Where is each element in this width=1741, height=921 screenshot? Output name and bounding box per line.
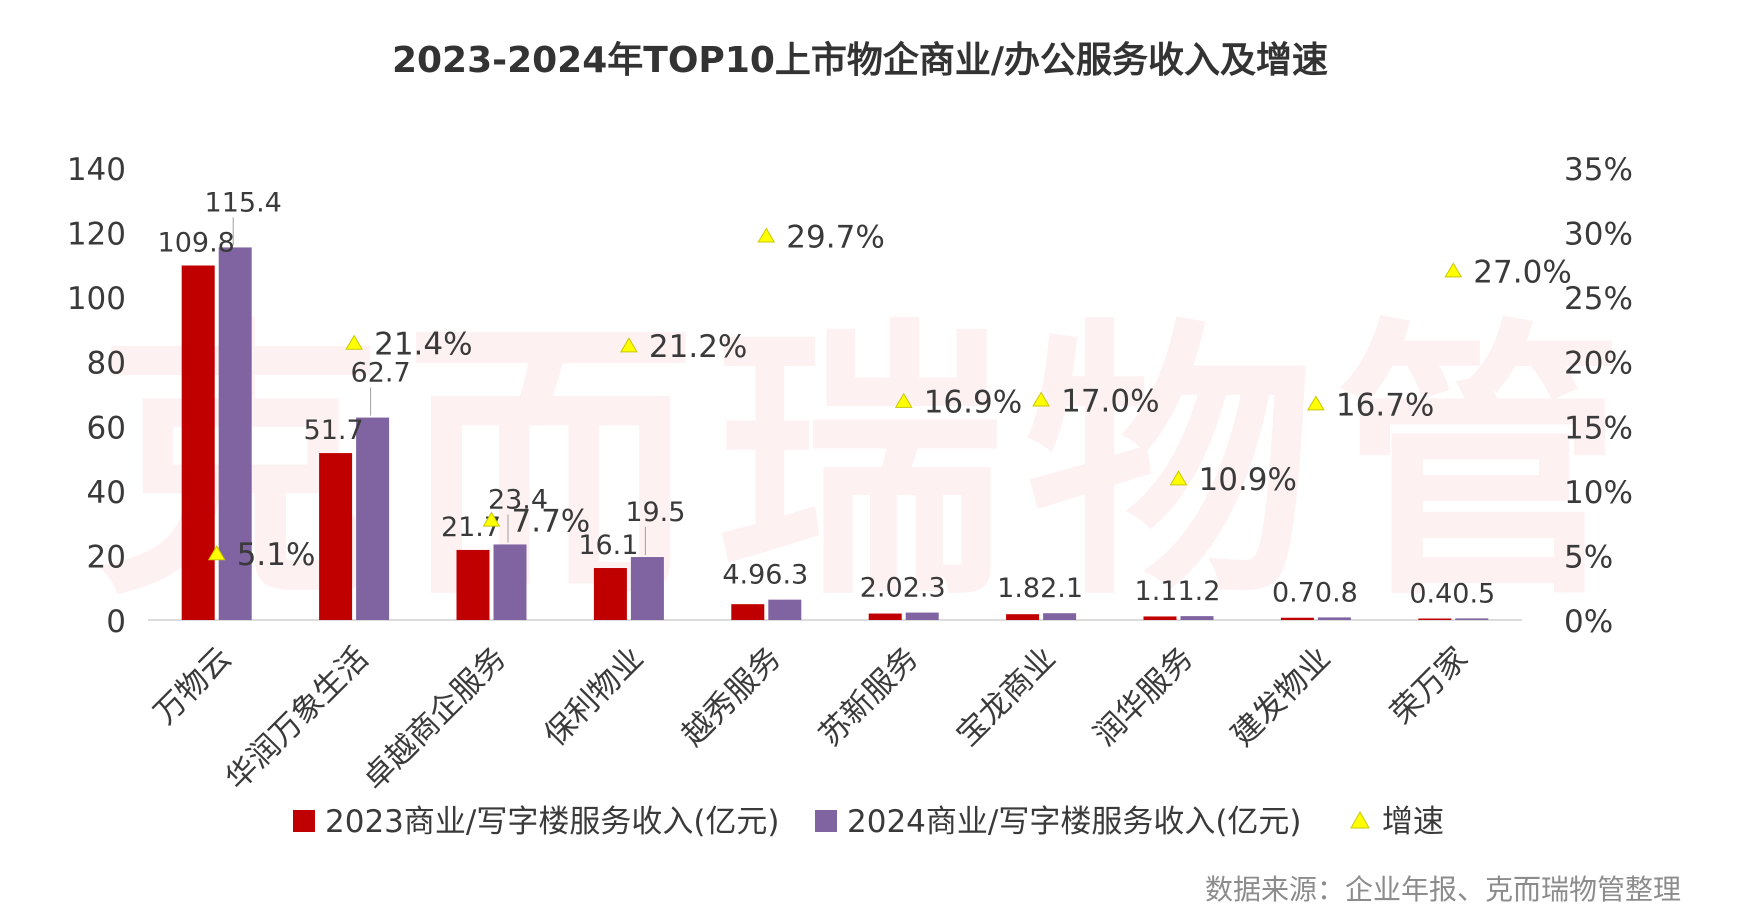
growth-marker	[207, 545, 226, 561]
y-left-tick-label: 120	[67, 217, 126, 253]
x-category-label: 润华服务	[1087, 640, 1200, 753]
y-left-tick-label: 60	[87, 410, 126, 446]
chart-title: 2023-2024年TOP10上市物企商业/办公服务收入及增速	[392, 39, 1328, 81]
data-label-2023: 16.1	[578, 530, 638, 561]
data-label-2024: 0.5	[1452, 578, 1495, 609]
growth-marker	[620, 337, 638, 353]
data-label-2024: 23.4	[488, 484, 548, 515]
data-label-2023: 0.4	[1409, 578, 1452, 609]
legend-2024-swatch	[815, 810, 837, 832]
growth-marker	[482, 511, 501, 527]
bar-2024	[630, 557, 664, 620]
x-category-label: 保利物业	[537, 640, 650, 753]
data-label-2024: 2.1	[1040, 573, 1083, 604]
growth-marker	[1444, 262, 1463, 278]
data-label-2024: 2.3	[903, 573, 946, 604]
bar-2023	[1418, 618, 1452, 620]
x-category-label: 宝龙商业	[950, 640, 1063, 753]
y-right-tick-label: 10%	[1564, 475, 1633, 511]
y-right-tick-label: 5%	[1564, 539, 1613, 575]
data-label-2024: 6.3	[765, 560, 808, 591]
growth-marker	[757, 227, 776, 243]
bar-2023	[181, 265, 215, 620]
y-left-tick-label: 0	[106, 604, 126, 640]
bar-2024	[493, 544, 527, 620]
y-left-tick-label: 140	[67, 152, 126, 188]
x-category-label: 苏新服务	[812, 640, 925, 753]
data-label-2023: 0.7	[1272, 577, 1315, 608]
data-label-2023: 1.1	[1135, 576, 1178, 607]
legend-2023-swatch	[293, 810, 315, 832]
bar-2023	[319, 453, 353, 620]
legend-growth-label: 增速	[1382, 804, 1444, 840]
legend-2023-label: 2023商业/写字楼服务收入(亿元)	[325, 804, 780, 840]
x-category-label: 建发物业	[1224, 640, 1337, 753]
bar-2023	[1006, 614, 1040, 620]
growth-marker	[1032, 391, 1050, 407]
bar-2024	[905, 612, 939, 620]
data-label-2023: 4.9	[722, 560, 765, 591]
data-label-2023: 1.8	[997, 573, 1040, 604]
y-left-tick-label: 100	[67, 281, 126, 317]
growth-marker	[894, 392, 913, 408]
bar-2024	[1455, 618, 1489, 620]
growth-label: 5.1%	[237, 537, 316, 573]
growth-marker	[1307, 395, 1325, 411]
bar-2023	[868, 613, 902, 620]
growth-label: 16.9%	[924, 385, 1022, 421]
growth-label: 29.7%	[786, 219, 884, 255]
bar-2024	[1317, 617, 1351, 620]
growth-marker	[1169, 470, 1188, 486]
data-label-2023: 2.0	[860, 573, 903, 604]
growth-label: 27.0%	[1473, 254, 1571, 290]
bar-2023	[1143, 616, 1177, 620]
growth-label: 21.4%	[374, 327, 472, 363]
growth-label: 10.9%	[1199, 462, 1297, 498]
growth-label: 21.2%	[649, 329, 747, 365]
data-label-2023: 51.7	[304, 415, 364, 446]
y-right-tick-label: 15%	[1564, 410, 1633, 446]
y-right-tick-label: 35%	[1564, 152, 1633, 188]
data-label-2024: 115.4	[205, 187, 282, 218]
x-category-label: 越秀服务	[675, 640, 788, 753]
growth-label: 17.0%	[1061, 383, 1159, 419]
bar-2024	[1180, 616, 1214, 620]
legend-2024-label: 2024商业/写字楼服务收入(亿元)	[847, 804, 1302, 840]
y-left-tick-label: 20	[87, 539, 126, 575]
growth-label: 16.7%	[1336, 387, 1434, 423]
y-left-tick-label: 80	[87, 346, 126, 382]
data-label-2024: 0.8	[1315, 577, 1358, 608]
y-right-tick-label: 0%	[1564, 604, 1613, 640]
bar-2024	[1043, 613, 1077, 620]
y-right-tick-label: 20%	[1564, 346, 1633, 382]
x-category-label: 万物云	[147, 640, 238, 731]
data-label-2023: 109.8	[158, 228, 235, 259]
bar-2023	[456, 549, 490, 620]
x-category-label: 荣万家	[1384, 640, 1475, 731]
bar-2023	[593, 568, 627, 620]
bar-2024	[356, 417, 390, 620]
bar-2023	[1280, 617, 1314, 620]
data-label-2024: 1.2	[1178, 576, 1221, 607]
x-category-label: 华润万象生活	[219, 640, 376, 797]
bar-2023	[731, 604, 765, 620]
growth-marker	[345, 334, 363, 350]
bar-2024	[768, 599, 802, 620]
legend-growth-swatch	[1350, 810, 1370, 829]
y-left-tick-label: 40	[87, 475, 126, 511]
data-label-2024: 19.5	[625, 497, 685, 528]
x-category-label: 卓越商企服务	[356, 640, 513, 797]
y-right-tick-label: 25%	[1564, 281, 1633, 317]
y-right-tick-label: 30%	[1564, 217, 1633, 253]
source-note: 数据来源：企业年报、克而瑞物管整理	[1204, 873, 1681, 906]
data-label-2024: 62.7	[351, 358, 411, 389]
growth-label: 7.7%	[512, 504, 591, 540]
